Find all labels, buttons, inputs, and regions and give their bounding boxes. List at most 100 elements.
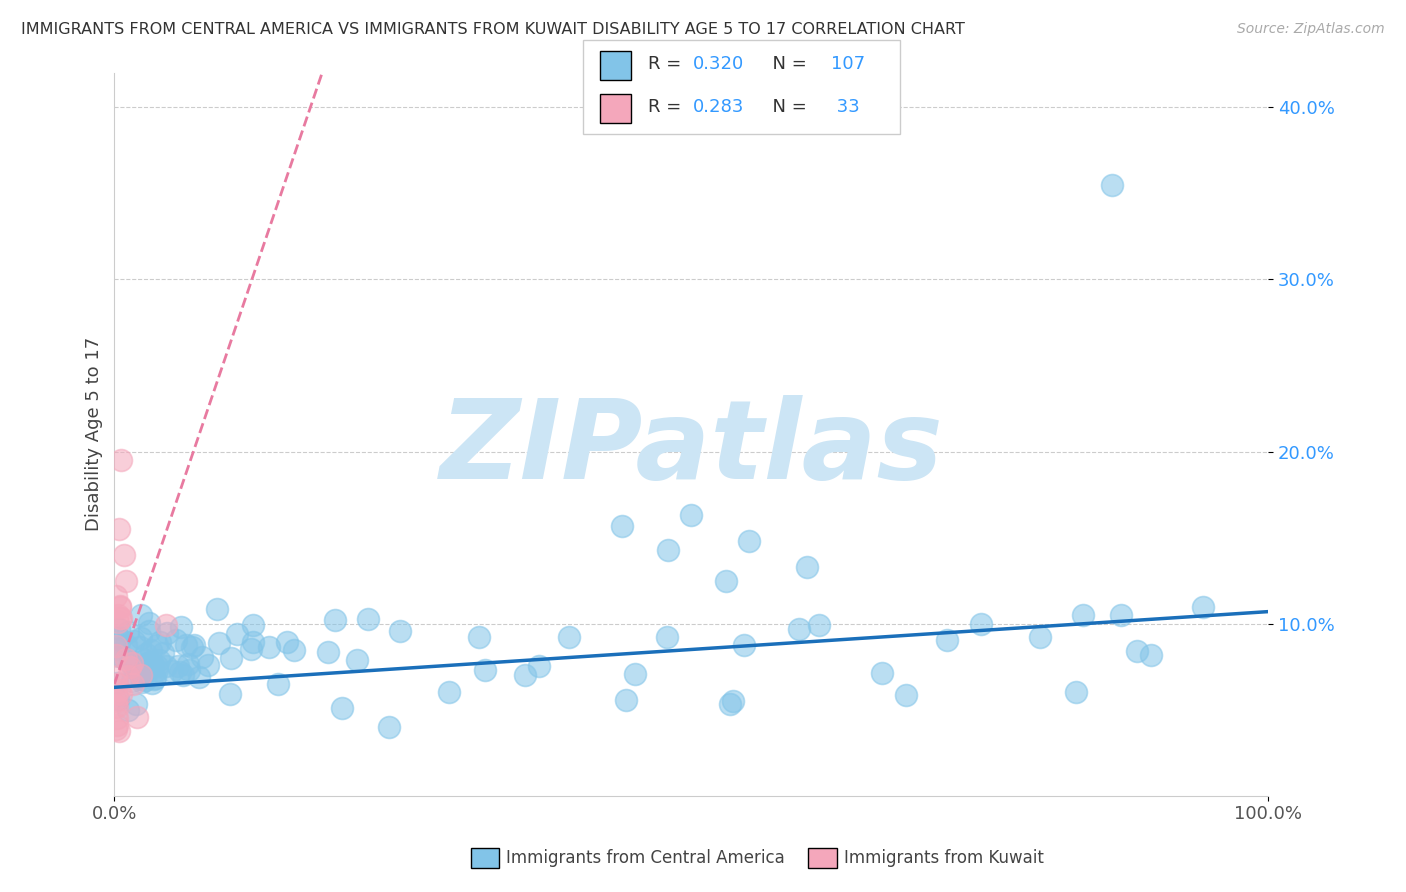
Point xyxy=(378,720,401,734)
Text: R =: R = xyxy=(648,98,688,116)
Point xyxy=(172,668,194,682)
Point xyxy=(118,656,141,670)
Point xyxy=(267,677,290,691)
Text: 33: 33 xyxy=(831,98,859,116)
Point xyxy=(105,711,128,725)
Text: 0.320: 0.320 xyxy=(693,55,744,73)
Point xyxy=(104,722,127,736)
Text: Immigrants from Kuwait: Immigrants from Kuwait xyxy=(844,849,1043,867)
Point xyxy=(107,630,129,644)
Point xyxy=(142,658,165,673)
Point xyxy=(146,663,169,677)
Point xyxy=(156,626,179,640)
Point xyxy=(181,640,204,654)
Point xyxy=(655,630,678,644)
Point xyxy=(105,687,128,701)
Point xyxy=(468,631,491,645)
Point xyxy=(117,669,139,683)
Point xyxy=(616,693,638,707)
Point xyxy=(162,664,184,678)
Point xyxy=(242,618,264,632)
Point xyxy=(197,658,219,673)
Point xyxy=(1071,607,1094,622)
Point xyxy=(107,615,129,630)
Point xyxy=(257,640,280,655)
Point xyxy=(117,703,139,717)
Point xyxy=(107,682,129,697)
Point xyxy=(316,644,339,658)
Point xyxy=(105,642,128,657)
Point xyxy=(108,623,131,637)
Point xyxy=(718,698,741,712)
Point xyxy=(356,612,378,626)
Text: 107: 107 xyxy=(831,55,865,73)
Point xyxy=(107,723,129,738)
Point xyxy=(141,676,163,690)
Point xyxy=(174,638,197,652)
Point xyxy=(129,608,152,623)
Point xyxy=(131,675,153,690)
Point xyxy=(1192,599,1215,614)
Point xyxy=(138,624,160,638)
Point xyxy=(105,698,128,713)
Point xyxy=(207,602,229,616)
Point xyxy=(733,638,755,652)
Point xyxy=(115,638,138,652)
Point xyxy=(125,660,148,674)
Point xyxy=(105,694,128,708)
Point xyxy=(1109,607,1132,622)
Point xyxy=(135,647,157,661)
Point xyxy=(723,694,745,708)
Point xyxy=(136,656,159,670)
Point xyxy=(115,652,138,666)
Point xyxy=(112,548,135,562)
Point xyxy=(187,671,209,685)
Point xyxy=(121,656,143,670)
Point xyxy=(118,659,141,673)
Point xyxy=(149,634,172,648)
Point xyxy=(529,659,551,673)
Point xyxy=(167,659,190,673)
Point xyxy=(108,600,131,615)
Point xyxy=(121,674,143,689)
Point xyxy=(139,643,162,657)
Point xyxy=(146,658,169,673)
Text: N =: N = xyxy=(761,55,813,73)
Point xyxy=(1101,178,1123,192)
Point xyxy=(807,618,830,632)
Point xyxy=(107,692,129,706)
Point xyxy=(513,668,536,682)
Text: IMMIGRANTS FROM CENTRAL AMERICA VS IMMIGRANTS FROM KUWAIT DISABILITY AGE 5 TO 17: IMMIGRANTS FROM CENTRAL AMERICA VS IMMIG… xyxy=(21,22,965,37)
Point xyxy=(110,611,132,625)
Point xyxy=(870,665,893,680)
Point xyxy=(155,618,177,632)
Point xyxy=(796,560,818,574)
Point xyxy=(139,655,162,669)
Point xyxy=(122,661,145,675)
Point xyxy=(115,574,138,588)
Point xyxy=(439,685,461,699)
Point xyxy=(346,653,368,667)
Point xyxy=(122,633,145,648)
Point xyxy=(134,673,156,687)
Point xyxy=(276,635,298,649)
Text: Source: ZipAtlas.com: Source: ZipAtlas.com xyxy=(1237,22,1385,37)
Point xyxy=(1126,643,1149,657)
Point xyxy=(105,718,128,732)
Point xyxy=(226,627,249,641)
Point xyxy=(110,610,132,624)
Point xyxy=(108,599,131,614)
Point xyxy=(107,608,129,623)
Point xyxy=(610,518,633,533)
Point xyxy=(122,676,145,690)
Point xyxy=(970,617,993,632)
Point xyxy=(155,659,177,673)
Point xyxy=(117,624,139,639)
Point xyxy=(208,636,231,650)
Point xyxy=(738,534,761,549)
Point xyxy=(894,688,917,702)
Point xyxy=(219,687,242,701)
Point xyxy=(129,672,152,686)
Point xyxy=(624,667,647,681)
Text: Immigrants from Central America: Immigrants from Central America xyxy=(506,849,785,867)
